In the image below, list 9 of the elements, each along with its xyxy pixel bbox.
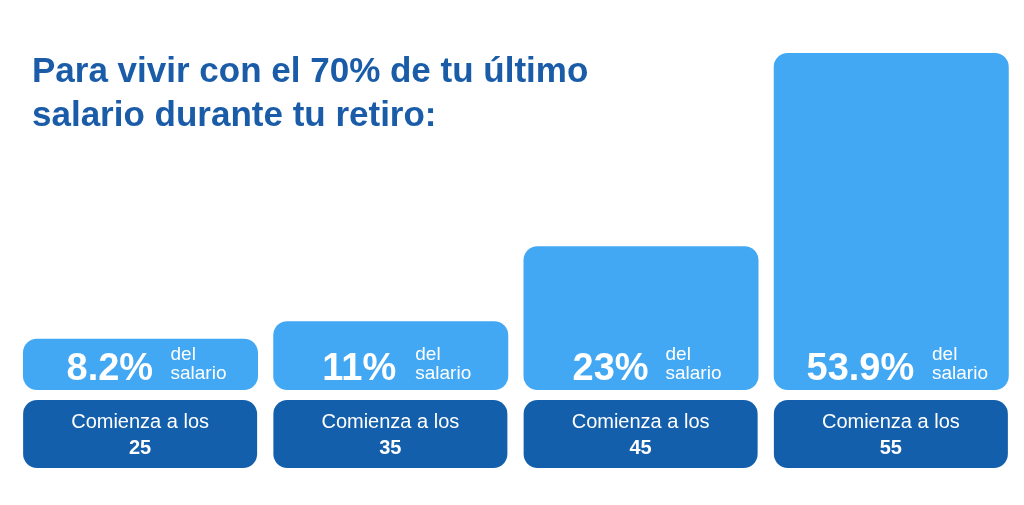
x-tick-label: Comienza a los 45 xyxy=(571,410,710,458)
bar xyxy=(773,53,1009,390)
x-tick-label: Comienza a los 35 xyxy=(321,410,460,458)
x-tick-label: Comienza a los 25 xyxy=(71,410,210,458)
x-tick-label: Comienza a los 55 xyxy=(821,410,960,458)
data-label: 11% del salario xyxy=(322,343,472,388)
text: Para vivir con el 70% de tu último salario durante tu retiro: xyxy=(32,49,590,135)
bar xyxy=(523,246,759,390)
bar xyxy=(273,321,509,390)
